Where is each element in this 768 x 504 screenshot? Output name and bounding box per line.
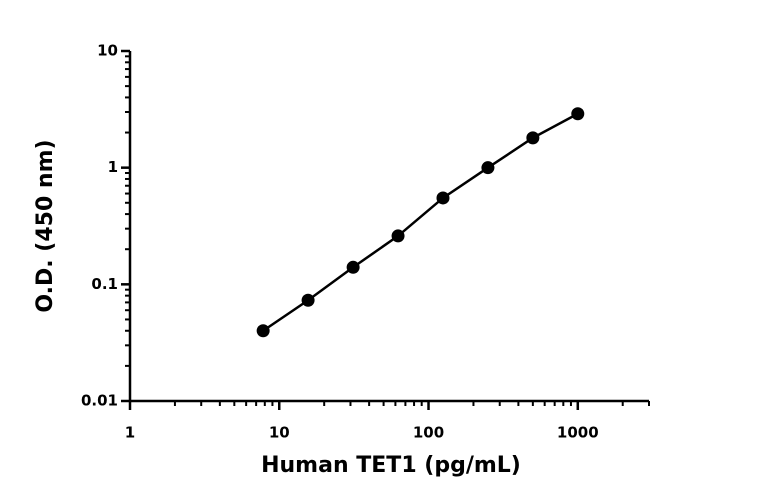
- y-tick-label: 0.1: [91, 275, 118, 293]
- x-tick-label: 1000: [557, 424, 599, 442]
- fit-line: [262, 112, 579, 332]
- x-axis-title: Human TET1 (pg/mL): [261, 453, 521, 478]
- data-point: [256, 324, 270, 338]
- data-point: [571, 107, 585, 121]
- data-point: [481, 161, 495, 175]
- y-tick-label: 10: [97, 42, 118, 60]
- x-tick-label: 100: [413, 424, 444, 442]
- data-point: [391, 229, 405, 243]
- x-tick-label: 10: [269, 424, 290, 442]
- y-axis-title: O.D. (450 nm): [33, 139, 58, 312]
- data-point: [301, 293, 315, 307]
- data-point: [526, 131, 540, 145]
- y-tick-label: 1: [108, 158, 118, 176]
- y-tick-label: 0.01: [81, 392, 118, 410]
- data-point: [346, 260, 360, 274]
- data-point: [436, 191, 450, 205]
- x-tick-label: 1: [125, 424, 135, 442]
